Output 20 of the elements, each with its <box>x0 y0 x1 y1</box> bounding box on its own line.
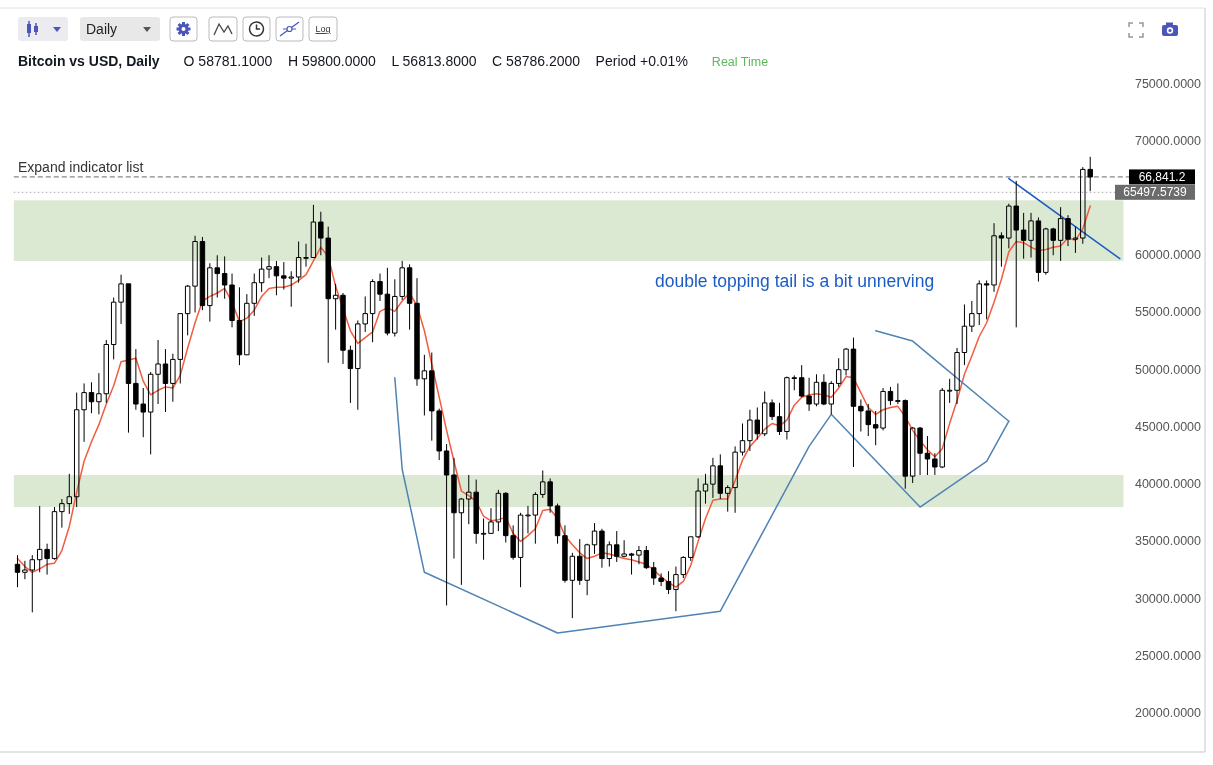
y-tick-label: 45000.0000 <box>1134 419 1202 434</box>
y-tick-label: 75000.0000 <box>1134 76 1202 91</box>
ref-line-label: 65497.5739 <box>1123 185 1188 200</box>
text: Bitcoin vs USD, Daily <box>18 53 160 69</box>
y-tick-label: 70000.0000 <box>1134 133 1202 148</box>
annotation: Expand indicator list <box>18 159 144 175</box>
annotation: Real Time <box>711 55 769 69</box>
text: O 58781.1000 H 59800.0000 L 56813.8000 C 58786.2000 Period +0.01% <box>183 53 688 69</box>
y-tick-label: 55000.0000 <box>1134 305 1202 320</box>
y-tick-label: 40000.0000 <box>1134 477 1202 492</box>
y-tick-label: 25000.0000 <box>1134 648 1202 663</box>
annotation: Daily <box>86 21 118 37</box>
annotation: Log <box>315 24 331 34</box>
y-tick-label: 30000.0000 <box>1134 591 1202 606</box>
annotation: double topping tail is a bit unnerving <box>655 271 935 291</box>
y-tick-label: 50000.0000 <box>1134 362 1202 377</box>
y-tick-label: 20000.0000 <box>1134 706 1202 721</box>
ref-line-label: 66,841.2 <box>1138 169 1186 184</box>
y-tick-label: 60000.0000 <box>1134 248 1202 263</box>
y-tick-label: 35000.0000 <box>1134 534 1202 549</box>
